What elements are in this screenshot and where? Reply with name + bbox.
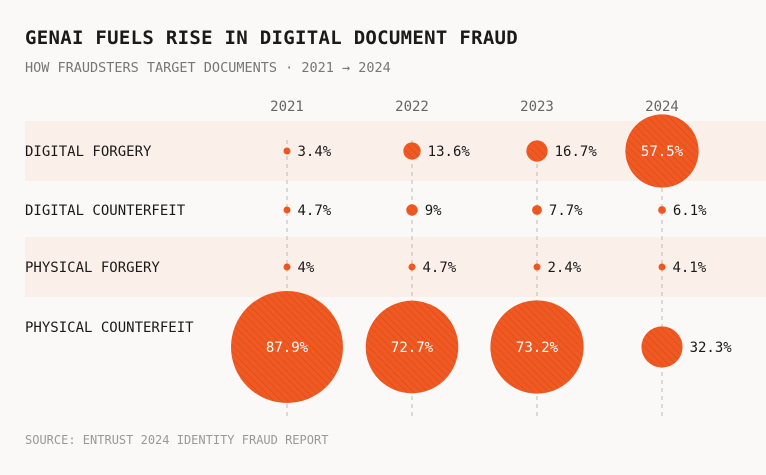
value-label: 2.4% (548, 260, 582, 276)
source-note: SOURCE: ENTRUST 2024 IDENTITY FRAUD REPO… (25, 433, 329, 447)
column-header: 2023 (520, 99, 554, 115)
value-label: 6.1% (673, 203, 707, 219)
row-label: PHYSICAL FORGERY (25, 260, 160, 276)
bubble (403, 142, 421, 160)
bubble (641, 326, 683, 368)
row-label: DIGITAL COUNTERFEIT (25, 203, 186, 219)
row-band (25, 237, 766, 297)
value-label: 16.7% (555, 144, 598, 160)
column-header: 2021 (270, 99, 304, 115)
bubble (283, 263, 291, 271)
value-label: 13.6% (428, 144, 471, 160)
bubble (658, 263, 666, 271)
value-label: 4.7% (423, 260, 457, 276)
bubble (406, 204, 418, 216)
bubble (283, 206, 291, 214)
bubble (231, 291, 343, 403)
value-label: 57.5% (641, 144, 684, 160)
column-header: 2022 (395, 99, 429, 115)
bubble (365, 300, 459, 394)
value-label: 87.9% (266, 340, 309, 356)
value-label: 32.3% (690, 340, 733, 356)
row-label: PHYSICAL COUNTERFEIT (25, 320, 194, 336)
bubble (533, 263, 541, 271)
value-label: 72.7% (391, 340, 434, 356)
value-label: 4.1% (673, 260, 707, 276)
bubble (658, 206, 666, 214)
value-label: 4% (298, 260, 315, 276)
value-label: 73.2% (516, 340, 559, 356)
bubble (490, 300, 584, 394)
value-label: 9% (425, 203, 442, 219)
value-label: 4.7% (298, 203, 332, 219)
bubble (625, 114, 699, 188)
bubble (408, 263, 416, 271)
bubble (532, 205, 542, 215)
chart-title: GENAI FUELS RISE IN DIGITAL DOCUMENT FRA… (25, 27, 519, 49)
bubble (526, 140, 548, 162)
column-header: 2024 (645, 99, 679, 115)
chart-subtitle: HOW FRAUDSTERS TARGET DOCUMENTS · 2021 →… (25, 60, 391, 76)
row-label: DIGITAL FORGERY (25, 144, 152, 160)
bubble (283, 147, 291, 155)
value-label: 7.7% (549, 203, 583, 219)
value-label: 3.4% (298, 144, 332, 160)
